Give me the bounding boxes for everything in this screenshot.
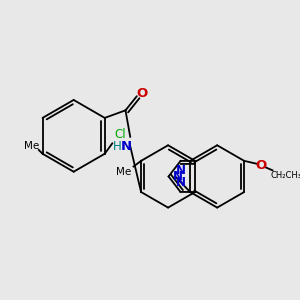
Text: Me: Me <box>24 141 39 151</box>
Text: N: N <box>121 140 132 153</box>
Text: N: N <box>176 164 185 177</box>
Text: O: O <box>256 159 267 172</box>
Text: N: N <box>176 176 185 189</box>
Text: H: H <box>112 140 122 153</box>
Text: CH₂CH₃: CH₂CH₃ <box>270 170 300 179</box>
Text: N: N <box>173 170 183 183</box>
Text: Me: Me <box>116 167 132 177</box>
Text: O: O <box>136 87 147 100</box>
Text: Cl: Cl <box>114 128 126 141</box>
